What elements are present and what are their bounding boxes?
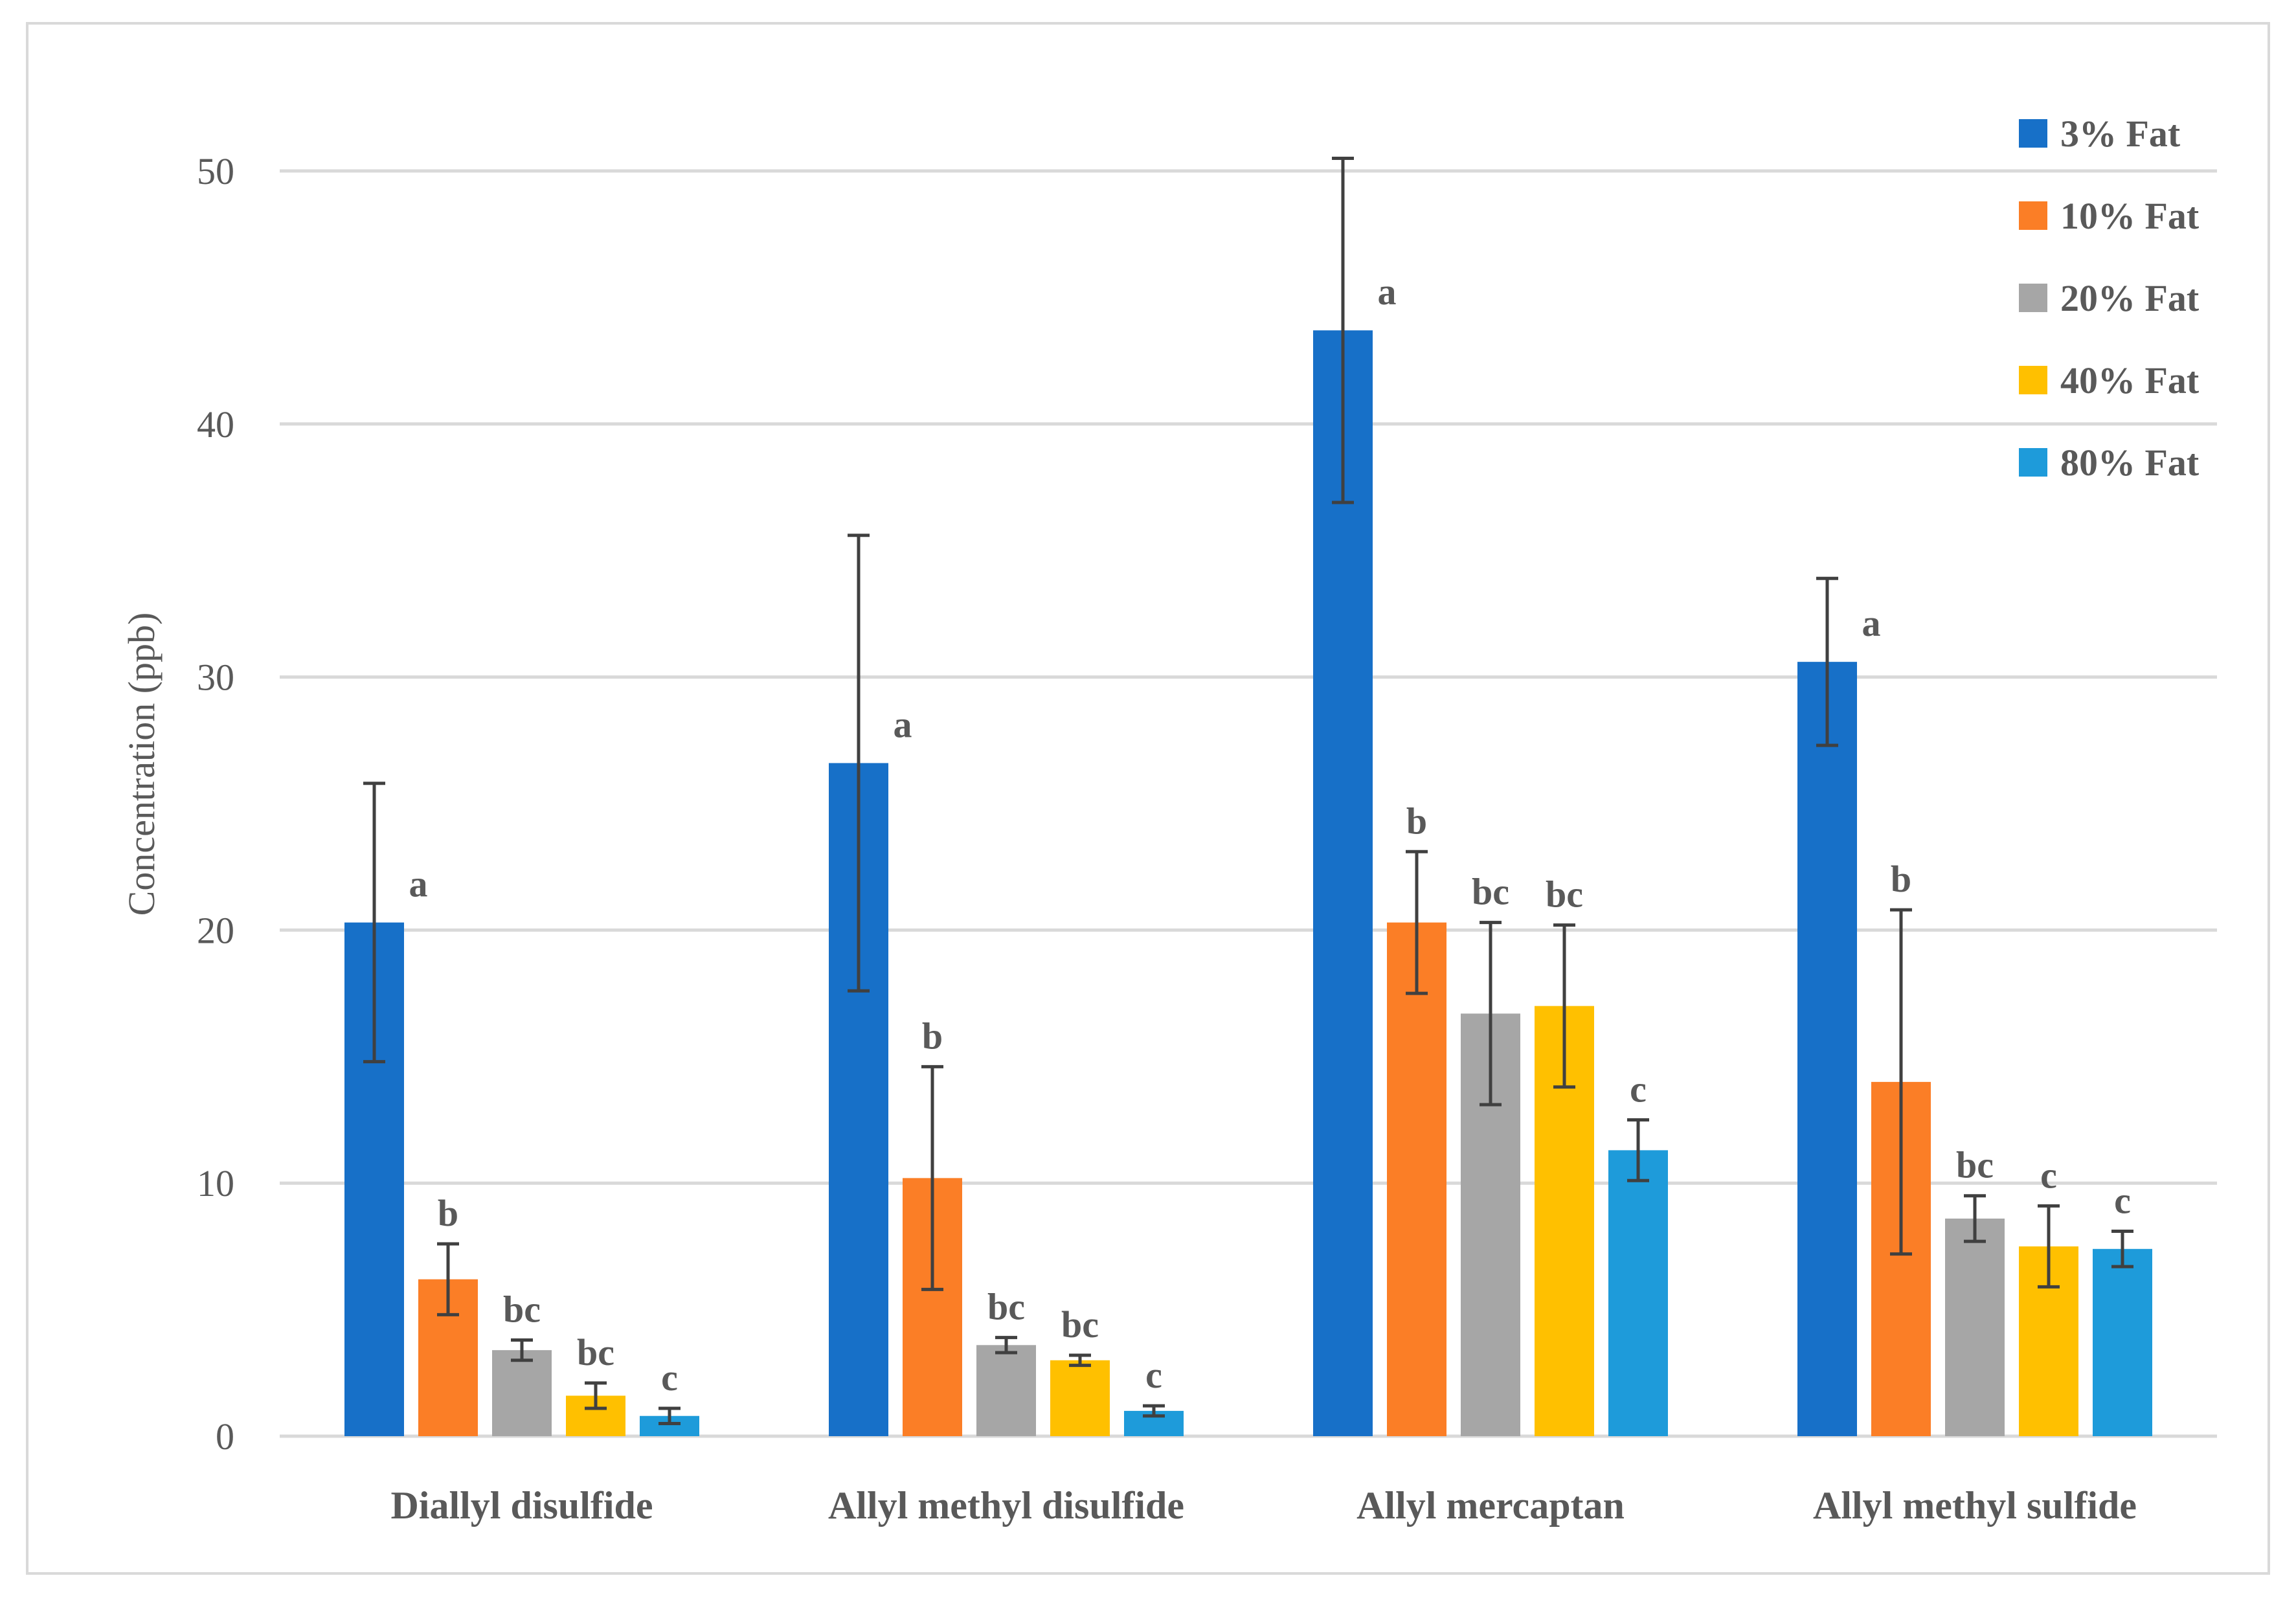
- significance-letter: bc: [1472, 871, 1509, 913]
- bar: [976, 1345, 1036, 1436]
- y-tick-label: 40: [197, 403, 234, 445]
- bar: [1313, 330, 1373, 1437]
- significance-letter: a: [1378, 271, 1397, 313]
- legend-label: 10% Fat: [2060, 195, 2200, 237]
- y-tick-label: 0: [216, 1415, 234, 1458]
- bar: [1797, 662, 1857, 1436]
- significance-letter: c: [1145, 1354, 1162, 1396]
- legend: 3% Fat 10% Fat 20% Fat 40% Fat 80% Fat: [2019, 113, 2200, 484]
- legend-swatch: [2019, 119, 2047, 148]
- legend-swatch: [2019, 448, 2047, 477]
- significance-letter: bc: [987, 1286, 1025, 1328]
- legend-swatch: [2019, 366, 2047, 394]
- significance-letter: b: [1406, 800, 1427, 842]
- bar: [1387, 922, 1446, 1436]
- significance-letter: bc: [577, 1331, 614, 1373]
- x-category-label: Diallyl disulfide: [390, 1484, 653, 1527]
- significance-letter: c: [1630, 1068, 1647, 1110]
- bar: [1945, 1218, 2005, 1436]
- significance-letter: b: [922, 1015, 943, 1057]
- bars: [344, 156, 2152, 1437]
- significance-letter: c: [661, 1357, 678, 1399]
- y-tick-label: 20: [197, 909, 234, 951]
- significance-letter: b: [1891, 858, 1911, 900]
- y-axis-title: Concentration (ppb): [120, 613, 163, 916]
- significance-letter: c: [2040, 1154, 2057, 1196]
- axes: 0 10 20 30 40 50 Diallyl disulfide Allyl methyl…: [197, 150, 2217, 1527]
- significance-letter: bc: [1546, 873, 1583, 916]
- significance-letter: b: [438, 1192, 458, 1234]
- y-tick-label: 10: [197, 1162, 234, 1204]
- bar: [2093, 1248, 2152, 1436]
- legend-swatch: [2019, 284, 2047, 312]
- bar: [1050, 1360, 1110, 1436]
- significance-letter: bc: [503, 1288, 541, 1330]
- x-category-label: Allyl methyl disulfide: [828, 1484, 1184, 1527]
- significance-letter: bc: [1956, 1144, 1994, 1186]
- bar: [1608, 1150, 1668, 1436]
- significance-letter: bc: [1061, 1303, 1099, 1346]
- y-tick-label: 30: [197, 657, 234, 699]
- x-category-label: Allyl methyl sulfide: [1813, 1484, 2137, 1527]
- significance-letter: c: [2114, 1179, 2131, 1221]
- significance-letter: a: [1862, 602, 1881, 644]
- y-tick-label: 50: [197, 150, 234, 192]
- legend-label: 80% Fat: [2060, 442, 2200, 484]
- legend-label: 3% Fat: [2060, 113, 2181, 155]
- x-category-label: Allyl mercaptan: [1356, 1484, 1625, 1527]
- legend-label: 20% Fat: [2060, 277, 2200, 319]
- legend-label: 40% Fat: [2060, 359, 2200, 401]
- bar: [492, 1350, 552, 1436]
- legend-swatch: [2019, 201, 2047, 230]
- significance-letter: a: [894, 703, 912, 745]
- significance-letter: a: [409, 863, 428, 905]
